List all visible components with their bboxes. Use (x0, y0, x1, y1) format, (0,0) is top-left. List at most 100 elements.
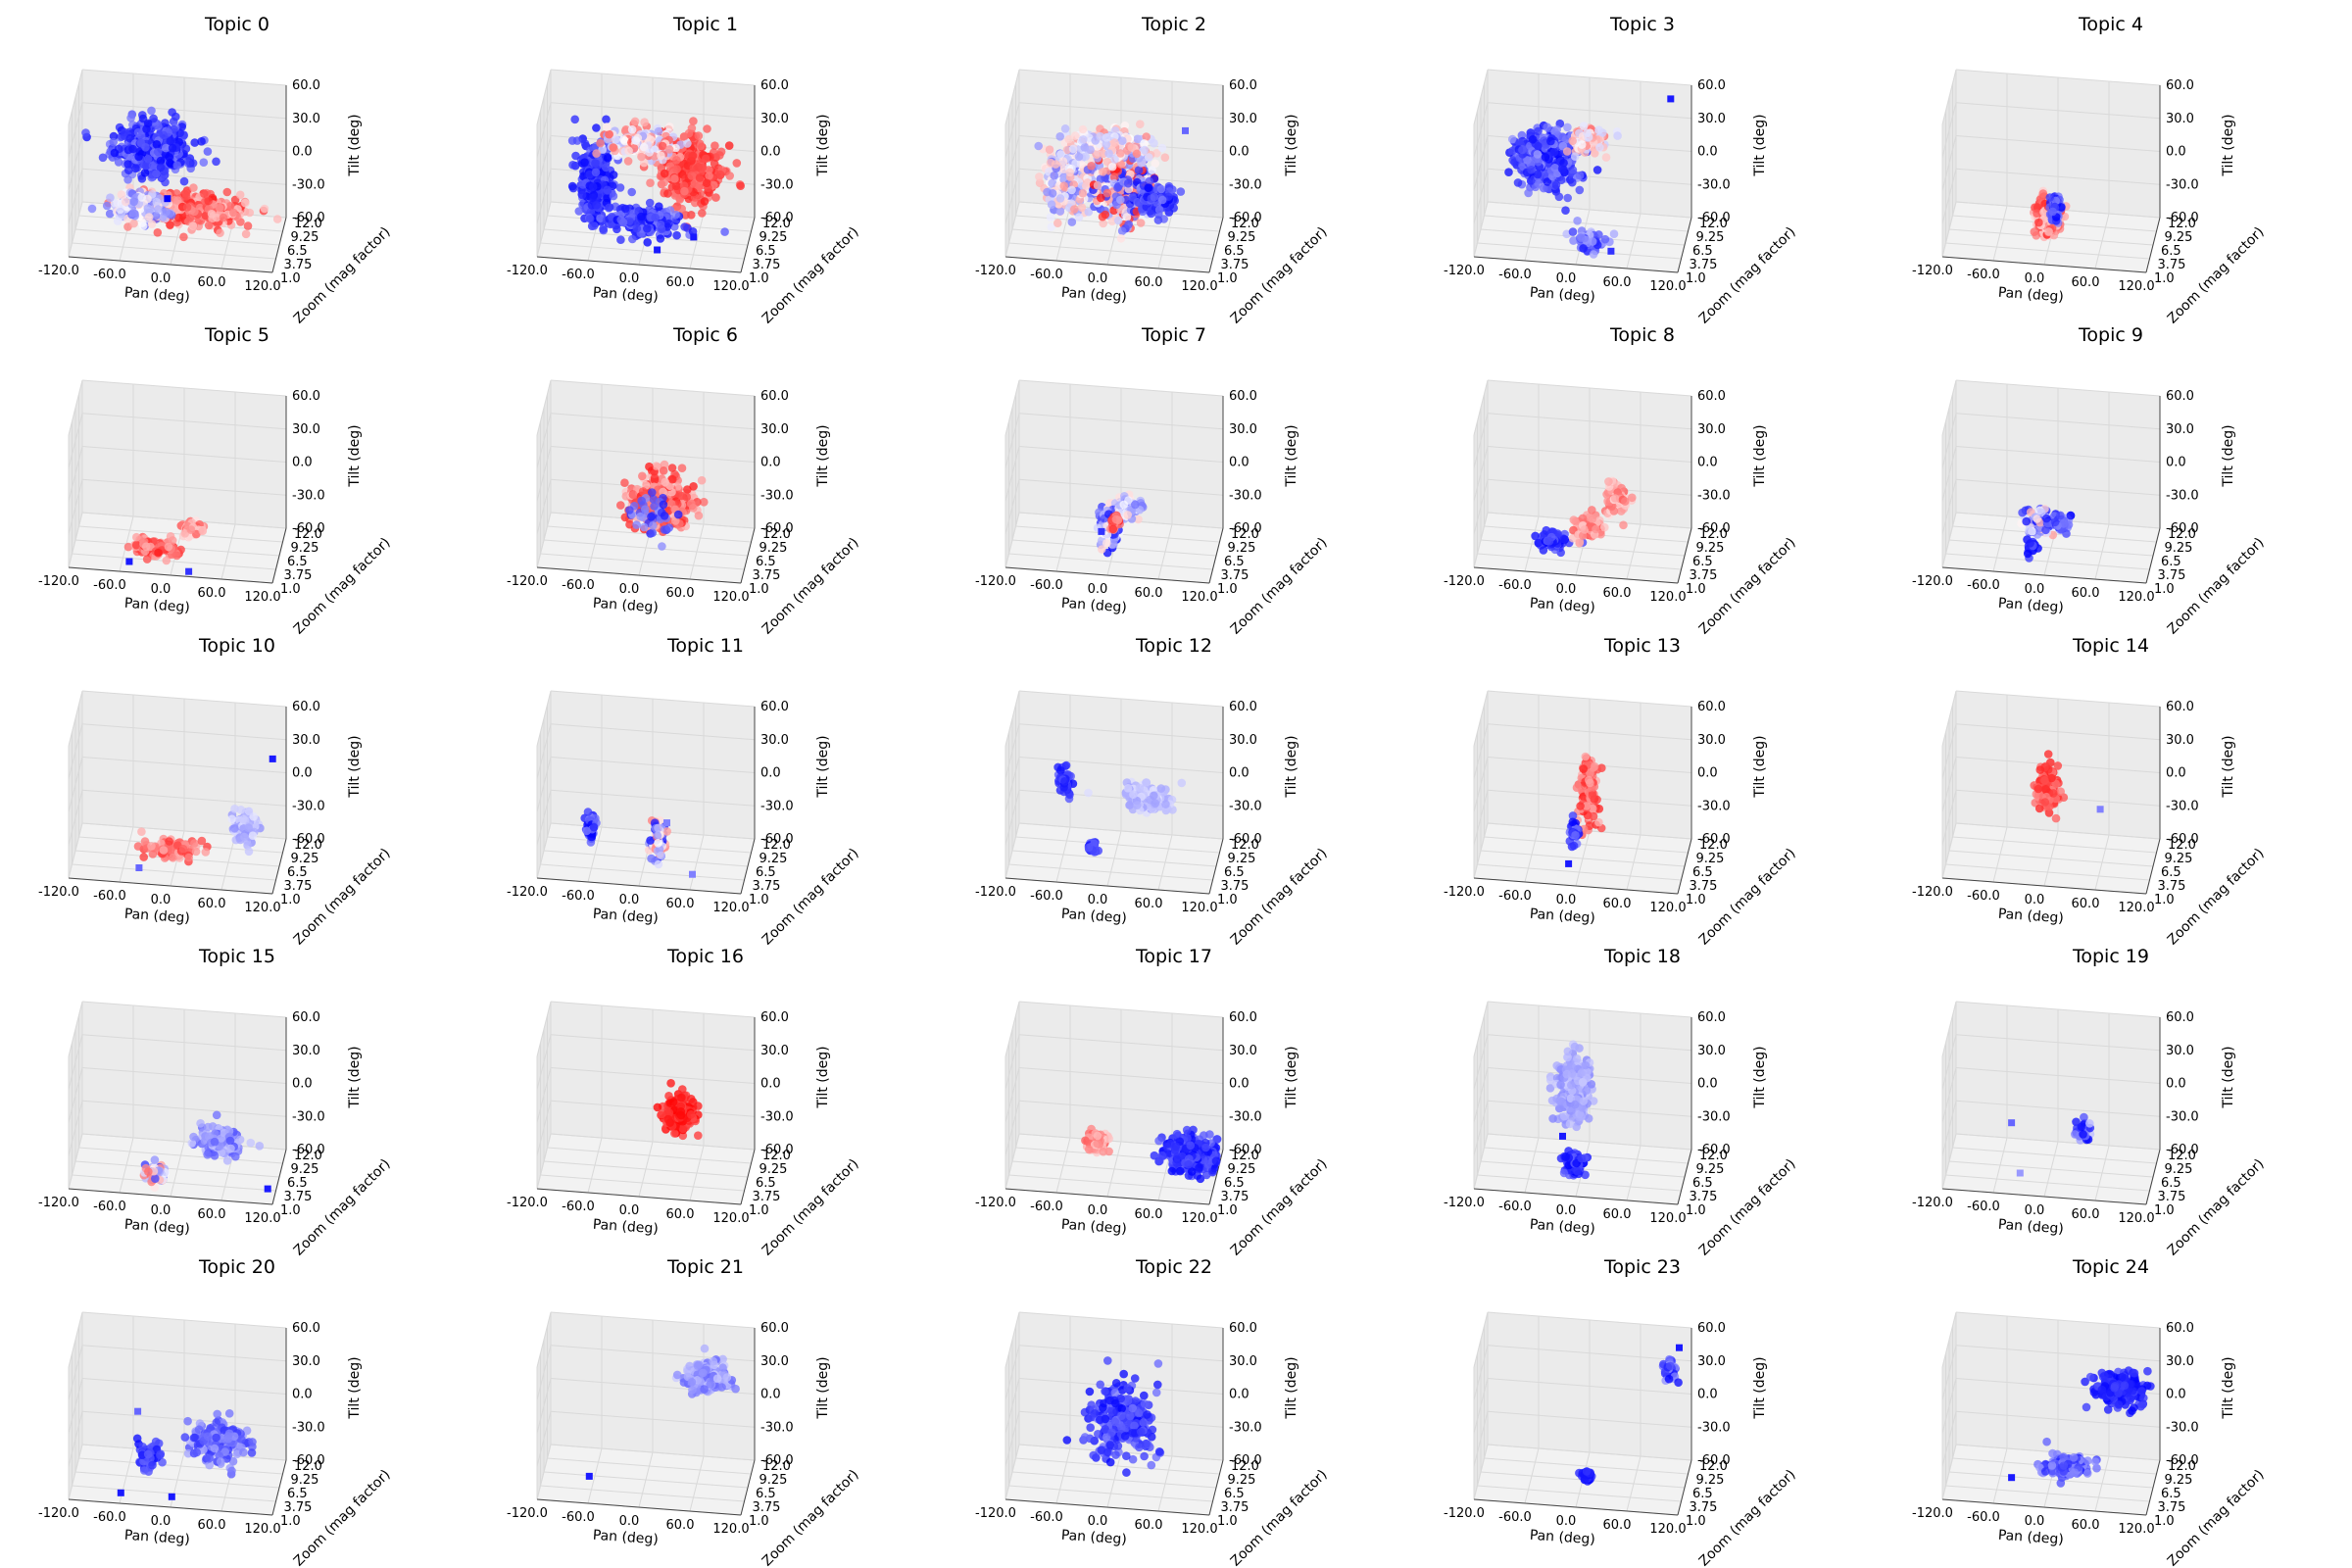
data-point (2041, 525, 2050, 535)
scatter3d-plot: -120.0 -60.0 0.0 60.0 120.01.03.756.59.2512.… (1912, 379, 2268, 638)
x-tick-label: 0.0 (1088, 582, 1108, 597)
data-point (198, 526, 208, 536)
y-tick-label: 6.5 (2161, 244, 2181, 259)
x-axis-label: Pan (deg) (1529, 596, 1595, 616)
data-point (1059, 181, 1068, 190)
data-point (574, 207, 584, 216)
data-point (1568, 177, 1577, 187)
data-point (165, 153, 173, 162)
data-point (215, 203, 224, 213)
z-axis-label: Tilt (deg) (347, 114, 363, 176)
y-tick-label: 9.25 (760, 541, 788, 556)
data-point (154, 205, 163, 214)
y-tick-label: 9.25 (1696, 230, 1725, 245)
data-point (1610, 494, 1620, 503)
data-point (1070, 205, 1079, 214)
z-axis-label: Tilt (deg) (815, 424, 831, 487)
y-tick-label: 3.75 (284, 258, 313, 272)
y-tick-label: 1.0 (1217, 582, 1238, 597)
square-marker (185, 567, 193, 575)
data-point (1110, 138, 1119, 147)
data-points (567, 115, 745, 254)
topic-panel: Topic 9 -120.0 -60.0 0.0 60.0 120.0 1.0 3.75 6.5… (1874, 311, 2344, 638)
data-point (1543, 177, 1552, 186)
z-tick-label: 0.0 (1697, 145, 1718, 160)
data-point (660, 169, 669, 178)
data-point (1034, 141, 1043, 151)
x-tick-label: -60.0 (1967, 578, 2000, 593)
data-point (153, 147, 163, 157)
data-point (663, 189, 672, 198)
data-point (715, 151, 724, 160)
data-point (149, 114, 158, 123)
data-point (637, 152, 646, 162)
data-point (630, 117, 640, 126)
y-tick-label: 3.75 (2158, 258, 2186, 272)
x-tick-label: 120.0 (712, 279, 749, 294)
data-point (710, 141, 719, 150)
data-point (1107, 162, 1117, 172)
data-point (1097, 193, 1105, 203)
z-tick-label: -30.0 (1229, 488, 1262, 503)
x-tick-label: 0.0 (151, 582, 172, 597)
z-tick-label: 30.0 (1697, 422, 1726, 437)
data-point (570, 115, 579, 124)
z-tick-label: -60.0 (2166, 521, 2199, 536)
data-point (1150, 192, 1159, 202)
data-point (204, 196, 213, 206)
data-point (199, 158, 209, 167)
data-point (627, 187, 636, 197)
data-point (659, 466, 668, 475)
data-point (2034, 218, 2043, 227)
panel-title: Topic 2 (1142, 14, 1206, 35)
y-tick-label: 3.75 (1221, 258, 1250, 272)
data-point (643, 224, 652, 233)
x-tick-label: -60.0 (1967, 268, 2000, 282)
data-point (701, 154, 710, 164)
y-tick-label: 1.0 (2154, 582, 2175, 597)
y-tick-label: 6.5 (1692, 555, 1713, 569)
data-point (1507, 146, 1517, 156)
z-tick-label: 30.0 (1697, 112, 1726, 126)
data-point (1592, 166, 1602, 174)
y-tick-label: 12.0 (762, 527, 791, 542)
data-point (620, 204, 630, 214)
x-tick-label: -60.0 (1498, 578, 1532, 593)
y-tick-label: 3.75 (284, 568, 313, 583)
data-point (609, 143, 617, 152)
y-tick-label: 12.0 (1231, 527, 1259, 542)
data-point (1074, 213, 1084, 221)
data-point (1613, 131, 1622, 140)
data-point (1513, 178, 1523, 187)
panel-title: Topic 8 (1610, 324, 1675, 346)
data-point (624, 146, 633, 156)
data-point (658, 141, 667, 151)
data-point (670, 174, 679, 183)
data-point (174, 213, 183, 222)
data-point (683, 485, 692, 494)
data-point (1585, 513, 1594, 522)
data-point (1035, 178, 1045, 187)
x-tick-label: 120.0 (2118, 590, 2154, 605)
data-point (680, 186, 689, 196)
data-point (715, 170, 725, 179)
square-marker (1667, 95, 1675, 103)
data-point (661, 477, 669, 487)
data-point (143, 154, 153, 164)
data-point (1568, 136, 1577, 146)
data-point (672, 156, 681, 165)
data-point (2057, 203, 2066, 212)
data-point (1128, 193, 1137, 202)
x-tick-label: -120.0 (507, 264, 548, 278)
data-point (616, 216, 625, 224)
y-tick-label: 6.5 (1224, 555, 1245, 569)
data-point (702, 178, 711, 188)
x-tick-label: 120.0 (1181, 279, 1217, 294)
data-point (1595, 143, 1604, 152)
data-point (668, 474, 677, 484)
x-axis-label: Pan (deg) (592, 285, 659, 306)
data-point (1534, 538, 1543, 548)
z-tick-label: 0.0 (1229, 456, 1250, 470)
data-point (122, 197, 130, 207)
z-tick-label: 30.0 (1229, 112, 1257, 126)
